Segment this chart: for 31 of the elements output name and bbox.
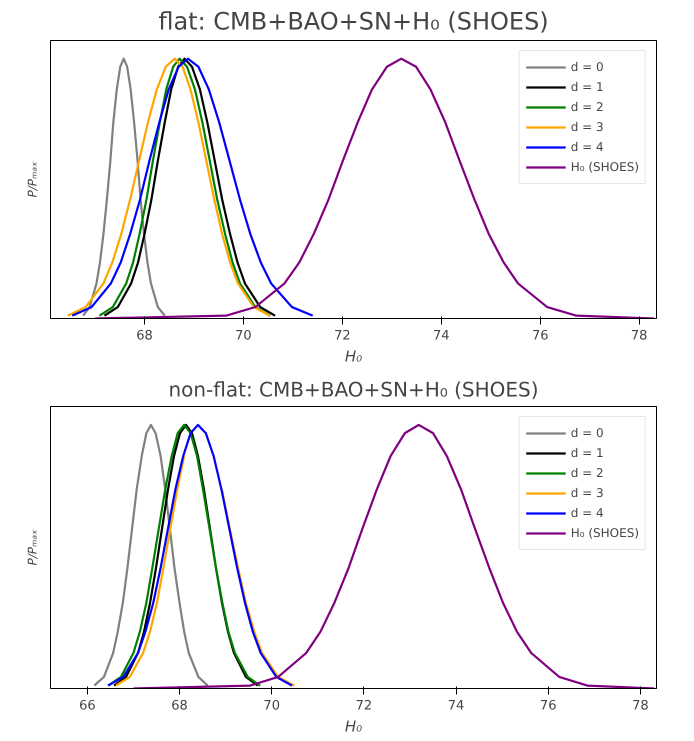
legend-label: H₀ (SHOES): [570, 160, 639, 174]
legend-label: d = 3: [570, 120, 604, 134]
x-tick-label: 66: [79, 698, 96, 714]
y-axis-title: P/Pₘₐₓ: [26, 161, 40, 198]
y-axis-title: P/Pₘₐₓ: [26, 529, 40, 566]
legend-label: d = 2: [570, 100, 604, 114]
x-axis-title: H₀: [344, 348, 362, 366]
x-tick-label: 68: [171, 698, 188, 714]
x-tick-label: 70: [263, 698, 280, 714]
x-tick-label: 78: [632, 698, 649, 714]
chart-title: non-flat: CMB+BAO+SN+H₀ (SHOES): [168, 378, 539, 402]
chart-title: flat: CMB+BAO+SN+H₀ (SHOES): [158, 8, 549, 36]
legend-label: d = 1: [570, 80, 604, 94]
x-tick-label: 72: [334, 328, 351, 344]
x-tick-label: 68: [136, 328, 153, 344]
x-axis-title: H₀: [344, 718, 362, 736]
x-tick-label: 74: [448, 698, 464, 714]
legend-label: d = 0: [570, 60, 604, 74]
legend-label: d = 4: [570, 140, 604, 154]
x-tick-label: 74: [433, 328, 450, 344]
legend-label: d = 4: [570, 506, 604, 520]
x-tick-label: 70: [235, 328, 252, 344]
legend-label: d = 0: [570, 426, 604, 440]
legend-label: d = 1: [570, 446, 604, 460]
legend-label: d = 3: [570, 486, 604, 500]
x-tick-label: 72: [356, 698, 372, 714]
legend-label: d = 2: [570, 466, 604, 480]
x-tick-label: 76: [532, 328, 549, 344]
legend-label: H₀ (SHOES): [570, 526, 639, 540]
x-tick-label: 78: [630, 328, 648, 344]
x-tick-label: 76: [540, 698, 556, 714]
